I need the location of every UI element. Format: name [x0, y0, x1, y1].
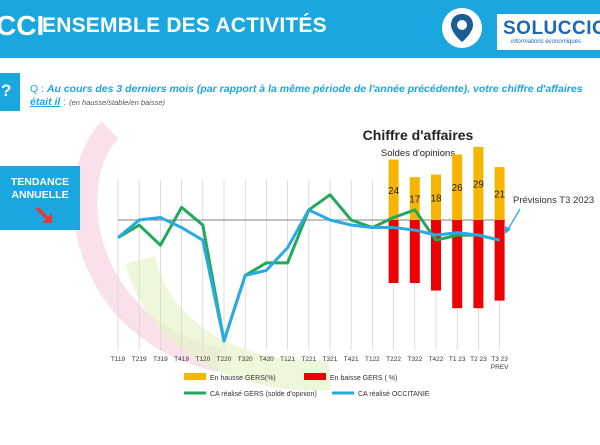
- forecast-annotation: Prévisions T3 2023: [513, 195, 594, 206]
- bar-up: [452, 154, 463, 220]
- bar-data-label: 29: [473, 179, 485, 190]
- x-tick-label: T221: [301, 356, 316, 363]
- x-tick-label: T1 23: [449, 356, 466, 363]
- legend-label: CA réalisé OCCITANIE: [358, 391, 430, 398]
- x-tick-label: T122: [365, 356, 380, 363]
- legend-label: En baisse GERS ( %): [330, 375, 397, 382]
- bar-up: [409, 177, 420, 220]
- forecast-pointer: [506, 208, 521, 232]
- chart-title: Chiffre d'affaires: [363, 127, 474, 143]
- x-tick-label: PREV: [491, 364, 509, 371]
- bar-data-label: 21: [494, 190, 506, 201]
- question-badge: ?: [0, 73, 20, 111]
- x-tick-label: T319: [153, 356, 168, 363]
- x-tick-label: T321: [323, 356, 338, 363]
- x-tick-label: T220: [217, 356, 232, 363]
- bar-data-label: 18: [430, 193, 442, 204]
- bar-up: [431, 174, 441, 220]
- x-tick-label: T3 23: [491, 356, 508, 363]
- cci-logo: CCI: [0, 8, 44, 46]
- brand-tagline: informations économiques: [511, 39, 582, 45]
- legend-swatch: [184, 373, 206, 380]
- trend-down-arrow-icon: [35, 206, 52, 223]
- question-note: (en hausse/stable/en baisse): [69, 98, 166, 107]
- bar-data-label: 26: [452, 183, 464, 194]
- cci-logo-text: CCI: [0, 10, 45, 41]
- bar-down: [409, 220, 420, 283]
- legend-label: En hausse GERS(%): [210, 375, 276, 382]
- bar-up: [388, 159, 399, 220]
- x-tick-label: T120: [195, 356, 210, 363]
- line-series: [117, 208, 500, 343]
- x-tick-label: T420: [259, 356, 274, 363]
- x-tick-label: T119: [111, 356, 126, 363]
- x-tick-label: T419: [174, 356, 189, 363]
- location-pin-icon: [442, 8, 482, 48]
- x-tick-label: T322: [407, 356, 422, 363]
- question-main: Au cours des 3 derniers mois (par rappor…: [46, 83, 583, 95]
- x-tick-label: T422: [429, 356, 444, 363]
- x-tick-label: T219: [132, 356, 147, 363]
- soluccio-logo: SOLUCCIO informations économiques: [497, 14, 600, 50]
- chart-subtitle: Soldes d'opinions: [381, 148, 455, 159]
- question-text: Q : Au cours des 3 derniers mois (par ra…: [30, 83, 595, 109]
- legend-swatch: [304, 373, 326, 380]
- legend-label: CA réalisé GERS (solde d'opinion): [210, 391, 317, 398]
- bar-up: [473, 146, 484, 220]
- x-tick-label: T2 23: [470, 356, 487, 363]
- brand-name: SOLUCCIO: [503, 18, 600, 39]
- bar-up: [494, 167, 505, 220]
- question-colon: :: [60, 96, 70, 108]
- bar-down: [452, 220, 463, 309]
- trend-panel: TENDANCE ANNUELLE: [0, 166, 80, 230]
- bar-down: [494, 220, 505, 301]
- question-prefix: Q :: [30, 83, 47, 95]
- question-tail: était il: [30, 96, 61, 108]
- bar-down: [388, 220, 399, 283]
- bar-down: [473, 220, 484, 309]
- trend-label: TENDANCE ANNUELLE: [10, 176, 70, 201]
- x-tick-label: T222: [386, 356, 401, 363]
- x-tick-label: T421: [344, 356, 359, 363]
- bar-data-label: 24: [388, 186, 400, 197]
- x-tick-label: T121: [280, 356, 295, 363]
- forecast-pointer-head: [505, 226, 511, 234]
- bar-down: [431, 220, 441, 291]
- page-title: ENSEMBLE DES ACTIVITÉS: [42, 14, 327, 37]
- bar-data-label: 17: [409, 195, 421, 206]
- x-tick-label: T320: [238, 356, 253, 363]
